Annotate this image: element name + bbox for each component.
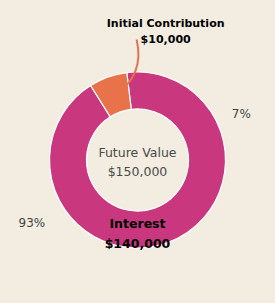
arrow xyxy=(114,39,138,95)
slices xyxy=(50,72,226,248)
annotation: $10,000 xyxy=(141,33,191,46)
annotation: $150,000 xyxy=(108,164,168,179)
annotation: Initial Contribution xyxy=(107,17,225,30)
slice xyxy=(91,73,132,117)
annotation: Future Value xyxy=(98,145,176,160)
data-label: 7% xyxy=(232,107,251,121)
annotation: Interest xyxy=(109,216,165,231)
data-label: 93% xyxy=(19,216,46,230)
slice xyxy=(50,72,226,248)
annotation: $140,000 xyxy=(105,236,171,251)
chart: Future Value $150,000 Interest $140,000 Init… xyxy=(0,0,275,303)
